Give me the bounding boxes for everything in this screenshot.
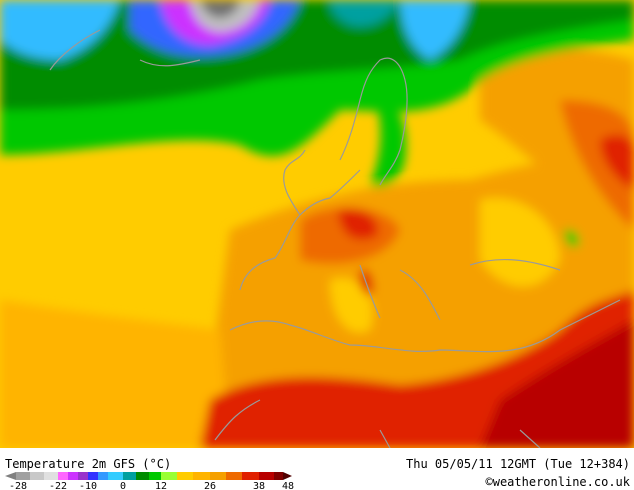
colorbar-tick-label: 12 — [155, 481, 167, 490]
colorbar-tick-label: 0 — [120, 481, 126, 490]
colorbar-tick-label: 38 — [253, 481, 265, 490]
footer-bar — [0, 448, 634, 490]
colorbar-tick-label: -22 — [49, 481, 67, 490]
map — [0, 0, 634, 448]
map-date: Thu 05/05/11 12GMT (Tue 12+384) — [406, 457, 630, 471]
map-title: Temperature 2m GFS (°C) — [5, 457, 171, 471]
colorbar-tick-label: -28 — [9, 481, 27, 490]
colorbar — [5, 472, 292, 480]
credit: ©weatheronline.co.uk — [486, 475, 631, 489]
colorbar-tick-label: 26 — [204, 481, 216, 490]
colorbar-tick-label: 48 — [282, 481, 294, 490]
colorbar-tick-label: -10 — [79, 481, 97, 490]
